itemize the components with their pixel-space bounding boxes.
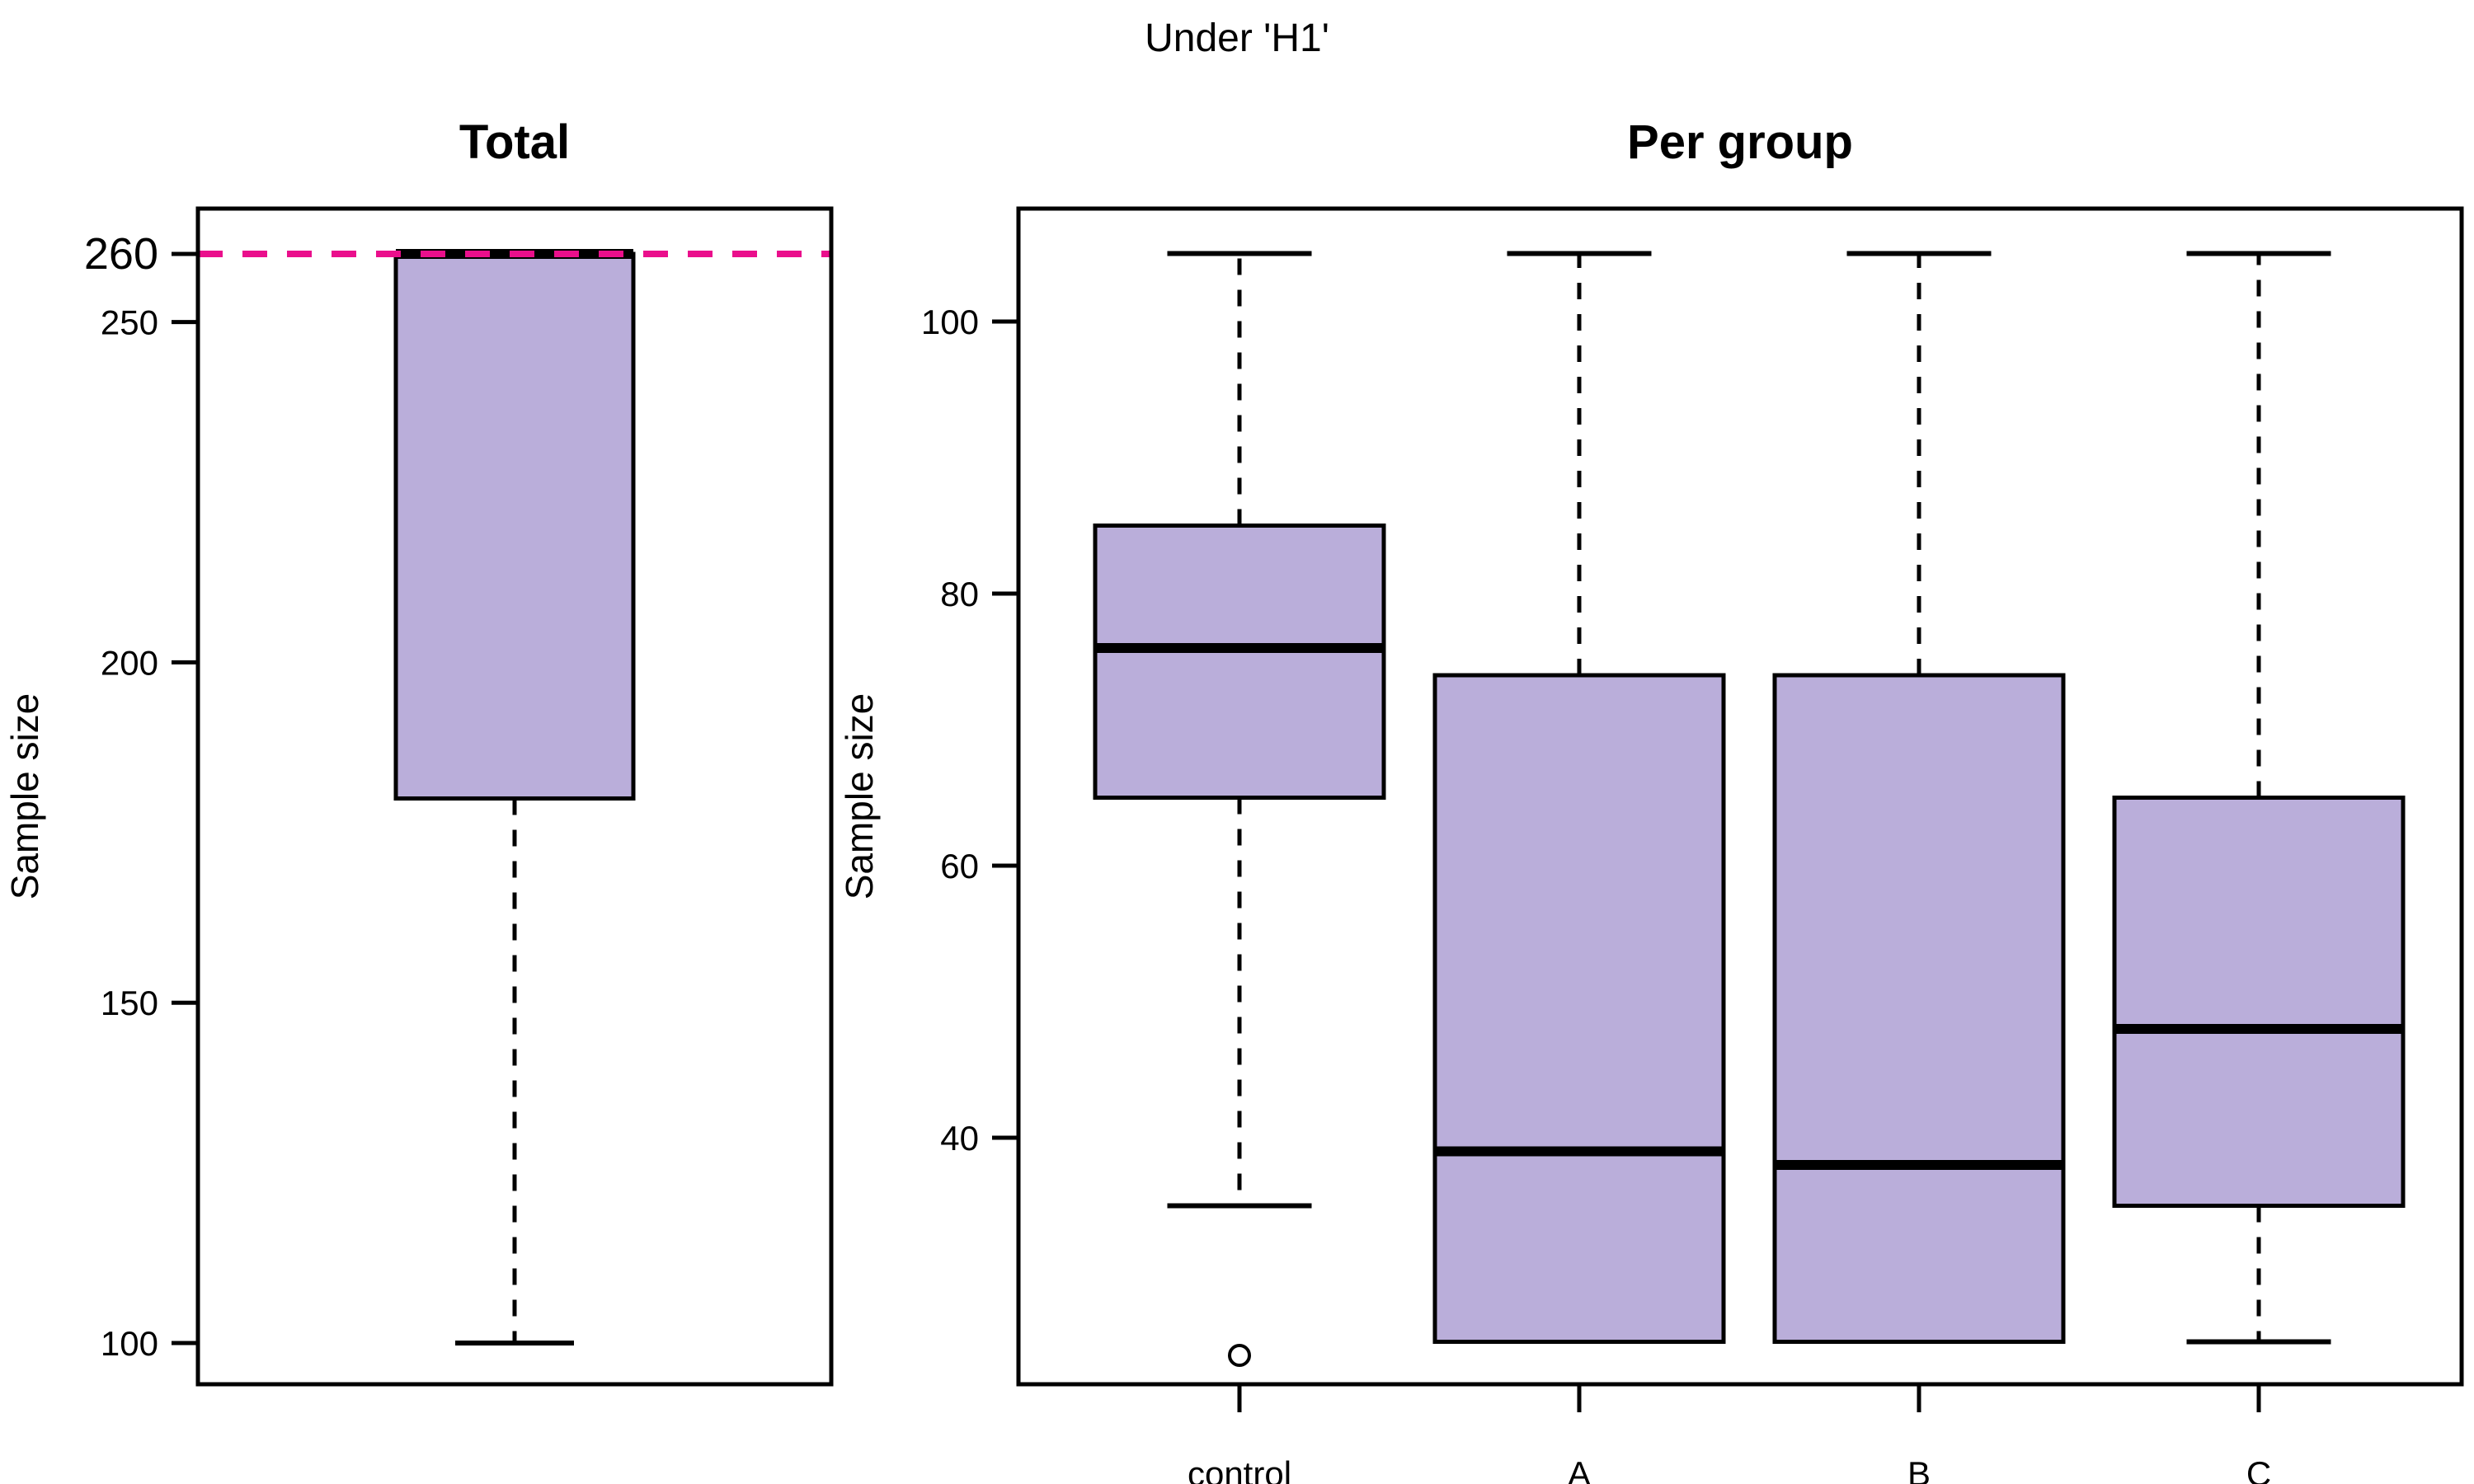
box-control (1093, 524, 1386, 800)
y-tick-label: 200 (101, 643, 158, 682)
x-tick-label-b: B (1907, 1454, 1931, 1484)
y-tick-label: 150 (101, 984, 158, 1022)
box-b (1772, 673, 2066, 1344)
panel-title-total: Total (459, 115, 570, 169)
panel-total: 100 150 200 250 260 (84, 206, 834, 1387)
x-tick-label-c: C (2246, 1454, 2271, 1484)
y-tick-label: 260 (84, 229, 158, 279)
box-a (1432, 673, 1726, 1344)
y-tick-label: 80 (940, 575, 979, 613)
outlier-control (1228, 1344, 1251, 1367)
box-total (393, 251, 636, 801)
plot-frame-per_group (1016, 206, 2464, 1387)
y-tick-label: 250 (101, 303, 158, 342)
y-axis-label-total: Sample size (3, 693, 46, 900)
main-title: Under 'H1' (1145, 16, 1329, 60)
panel-title-per-group: Per group (1627, 115, 1853, 169)
y-tick-label: 60 (940, 847, 979, 885)
x-tick-label-control: control (1188, 1454, 1291, 1484)
box-c (2112, 796, 2406, 1208)
plot-frame-total (195, 206, 834, 1387)
y-tick-label: 40 (940, 1119, 979, 1158)
y-tick-label: 100 (921, 303, 979, 341)
y-axis-label-per-group: Sample size (838, 693, 881, 900)
x-tick-label-a: A (1568, 1454, 1591, 1484)
panel-per-group: 40 60 80 100 control A B C (921, 206, 2464, 1484)
y-tick-label: 100 (101, 1324, 158, 1363)
